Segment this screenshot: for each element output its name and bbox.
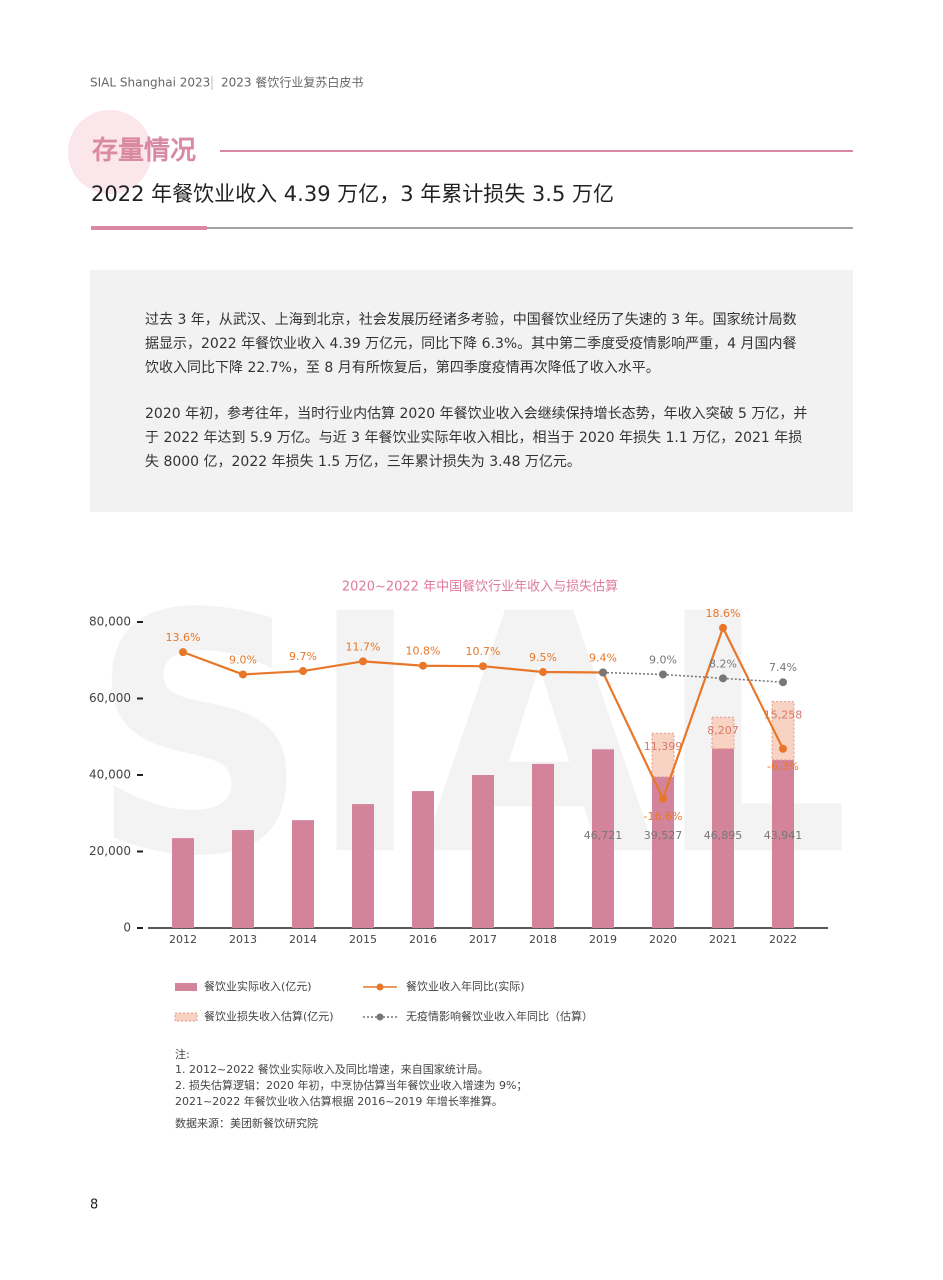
line-point bbox=[299, 667, 307, 676]
legend-swatch bbox=[376, 983, 384, 991]
chart: 2020~2022 年中国餐饮行业年收入与损失估算 0 20,000 40,000 6… bbox=[89, 579, 828, 1023]
legend-label: 餐饮业收入年同比(实际) bbox=[406, 979, 525, 993]
note-line: 1. 2012~2022 餐饮业实际收入及同比增速，来自国家统计局。 bbox=[175, 1062, 489, 1076]
paragraph: 2020 年初，参考往年，当时行业内估算 2020 年餐饮业收入会继续保持增长态… bbox=[145, 406, 808, 470]
x-tick-label: 2013 bbox=[229, 933, 257, 946]
line-point bbox=[599, 668, 607, 677]
bar bbox=[652, 776, 674, 928]
paragraph: 过去 3 年，从武汉、上海到北京，社会发展历经诸多考验，中国餐饮业经历了失速的 … bbox=[145, 312, 797, 376]
bar bbox=[712, 748, 734, 928]
headline: 2022 年餐饮业收入 4.39 万亿，3 年累计损失 3.5 万亿 bbox=[91, 182, 614, 206]
data-label: 9.4% bbox=[589, 652, 617, 665]
data-label: 11.7% bbox=[346, 640, 381, 653]
note-line: 2021~2022 年餐饮业收入估算根据 2016~2019 年增长率推算。 bbox=[175, 1094, 503, 1108]
line-point bbox=[179, 648, 187, 657]
line-point bbox=[359, 657, 367, 666]
data-label: 9.0% bbox=[229, 653, 257, 666]
x-tick-label: 2014 bbox=[289, 933, 317, 946]
x-tick-label: 2020 bbox=[649, 933, 677, 946]
data-label: 10.7% bbox=[466, 645, 501, 658]
bar bbox=[172, 838, 194, 928]
y-tick-label: 80,000 bbox=[89, 615, 131, 629]
bar bbox=[711, 716, 735, 750]
bar bbox=[532, 763, 554, 928]
x-tick-label: 2018 bbox=[529, 933, 557, 946]
x-tick-label: 2016 bbox=[409, 933, 437, 946]
legend-swatch bbox=[175, 983, 197, 991]
y-tick-label: 60,000 bbox=[89, 691, 131, 705]
line-point bbox=[779, 678, 787, 687]
bar bbox=[412, 791, 434, 928]
data-label: 46,895 bbox=[704, 829, 743, 842]
bar bbox=[232, 830, 254, 928]
data-label: 15,258 bbox=[764, 709, 803, 722]
chart-title: 2020~2022 年中国餐饮行业年收入与损失估算 bbox=[342, 579, 618, 595]
legend-label: 餐饮业损失收入估算(亿元) bbox=[204, 1009, 334, 1023]
bar bbox=[292, 820, 314, 928]
data-label: 9.5% bbox=[529, 651, 557, 664]
legend-swatch bbox=[376, 1013, 384, 1021]
data-label: 8,207 bbox=[707, 724, 739, 737]
source: 数据来源：美团新餐饮研究院 bbox=[175, 1116, 318, 1130]
data-label: 39,527 bbox=[644, 829, 683, 842]
y-tick-label: 20,000 bbox=[89, 844, 131, 858]
data-label: 9.0% bbox=[649, 653, 677, 666]
x-tick-label: 2012 bbox=[169, 933, 197, 946]
legend-swatch bbox=[174, 1012, 198, 1022]
line-point bbox=[239, 670, 247, 679]
data-label: 9.7% bbox=[289, 650, 317, 663]
data-label: 7.4% bbox=[769, 661, 797, 674]
x-tick-label: 2019 bbox=[589, 933, 617, 946]
section-circle bbox=[68, 110, 152, 194]
data-label: 8.2% bbox=[709, 657, 737, 670]
section-title: 存量情况 bbox=[92, 136, 196, 166]
line-point bbox=[659, 794, 667, 803]
legend-label: 餐饮业实际收入(亿元) bbox=[204, 979, 312, 993]
line-point bbox=[719, 674, 727, 683]
line-point bbox=[659, 670, 667, 679]
data-label: 11,399 bbox=[644, 740, 683, 753]
data-label: -6.3% bbox=[767, 760, 799, 773]
y-tick-label: 0 bbox=[123, 921, 131, 935]
page-number: 8 bbox=[90, 1198, 98, 1213]
data-label: 13.6% bbox=[166, 631, 201, 644]
y-tick-label: 40,000 bbox=[89, 768, 131, 782]
bar bbox=[352, 804, 374, 928]
bar bbox=[772, 759, 794, 928]
line-point bbox=[479, 662, 487, 671]
header-brand: SIAL Shanghai 2023 bbox=[90, 76, 210, 90]
x-tick-label: 2015 bbox=[349, 933, 377, 946]
x-tick-label: 2017 bbox=[469, 933, 497, 946]
bar bbox=[771, 701, 795, 761]
data-label: 43,941 bbox=[764, 829, 803, 842]
data-label: 18.6% bbox=[706, 607, 741, 620]
x-tick-label: 2022 bbox=[769, 933, 797, 946]
bar bbox=[472, 775, 494, 928]
x-tick-label: 2021 bbox=[709, 933, 737, 946]
line-point bbox=[779, 744, 787, 753]
line-point bbox=[719, 623, 727, 632]
notes-label: 注: bbox=[175, 1047, 190, 1061]
header-title: 2023 餐饮行业复苏白皮书 bbox=[221, 75, 363, 90]
data-label: 10.8% bbox=[406, 645, 441, 658]
bar bbox=[592, 749, 614, 928]
line-point bbox=[539, 668, 547, 677]
data-label: 46,721 bbox=[584, 829, 623, 842]
note-line: 2. 损失估算逻辑：2020 年初，中烹协估算当年餐饮业收入增速为 9%； bbox=[175, 1078, 527, 1092]
bar bbox=[651, 732, 675, 778]
legend-label: 无疫情影响餐饮业收入年同比（估算） bbox=[406, 1009, 593, 1023]
summary-box bbox=[90, 270, 853, 512]
data-label: -16.6% bbox=[644, 810, 683, 823]
line-point bbox=[419, 661, 427, 670]
